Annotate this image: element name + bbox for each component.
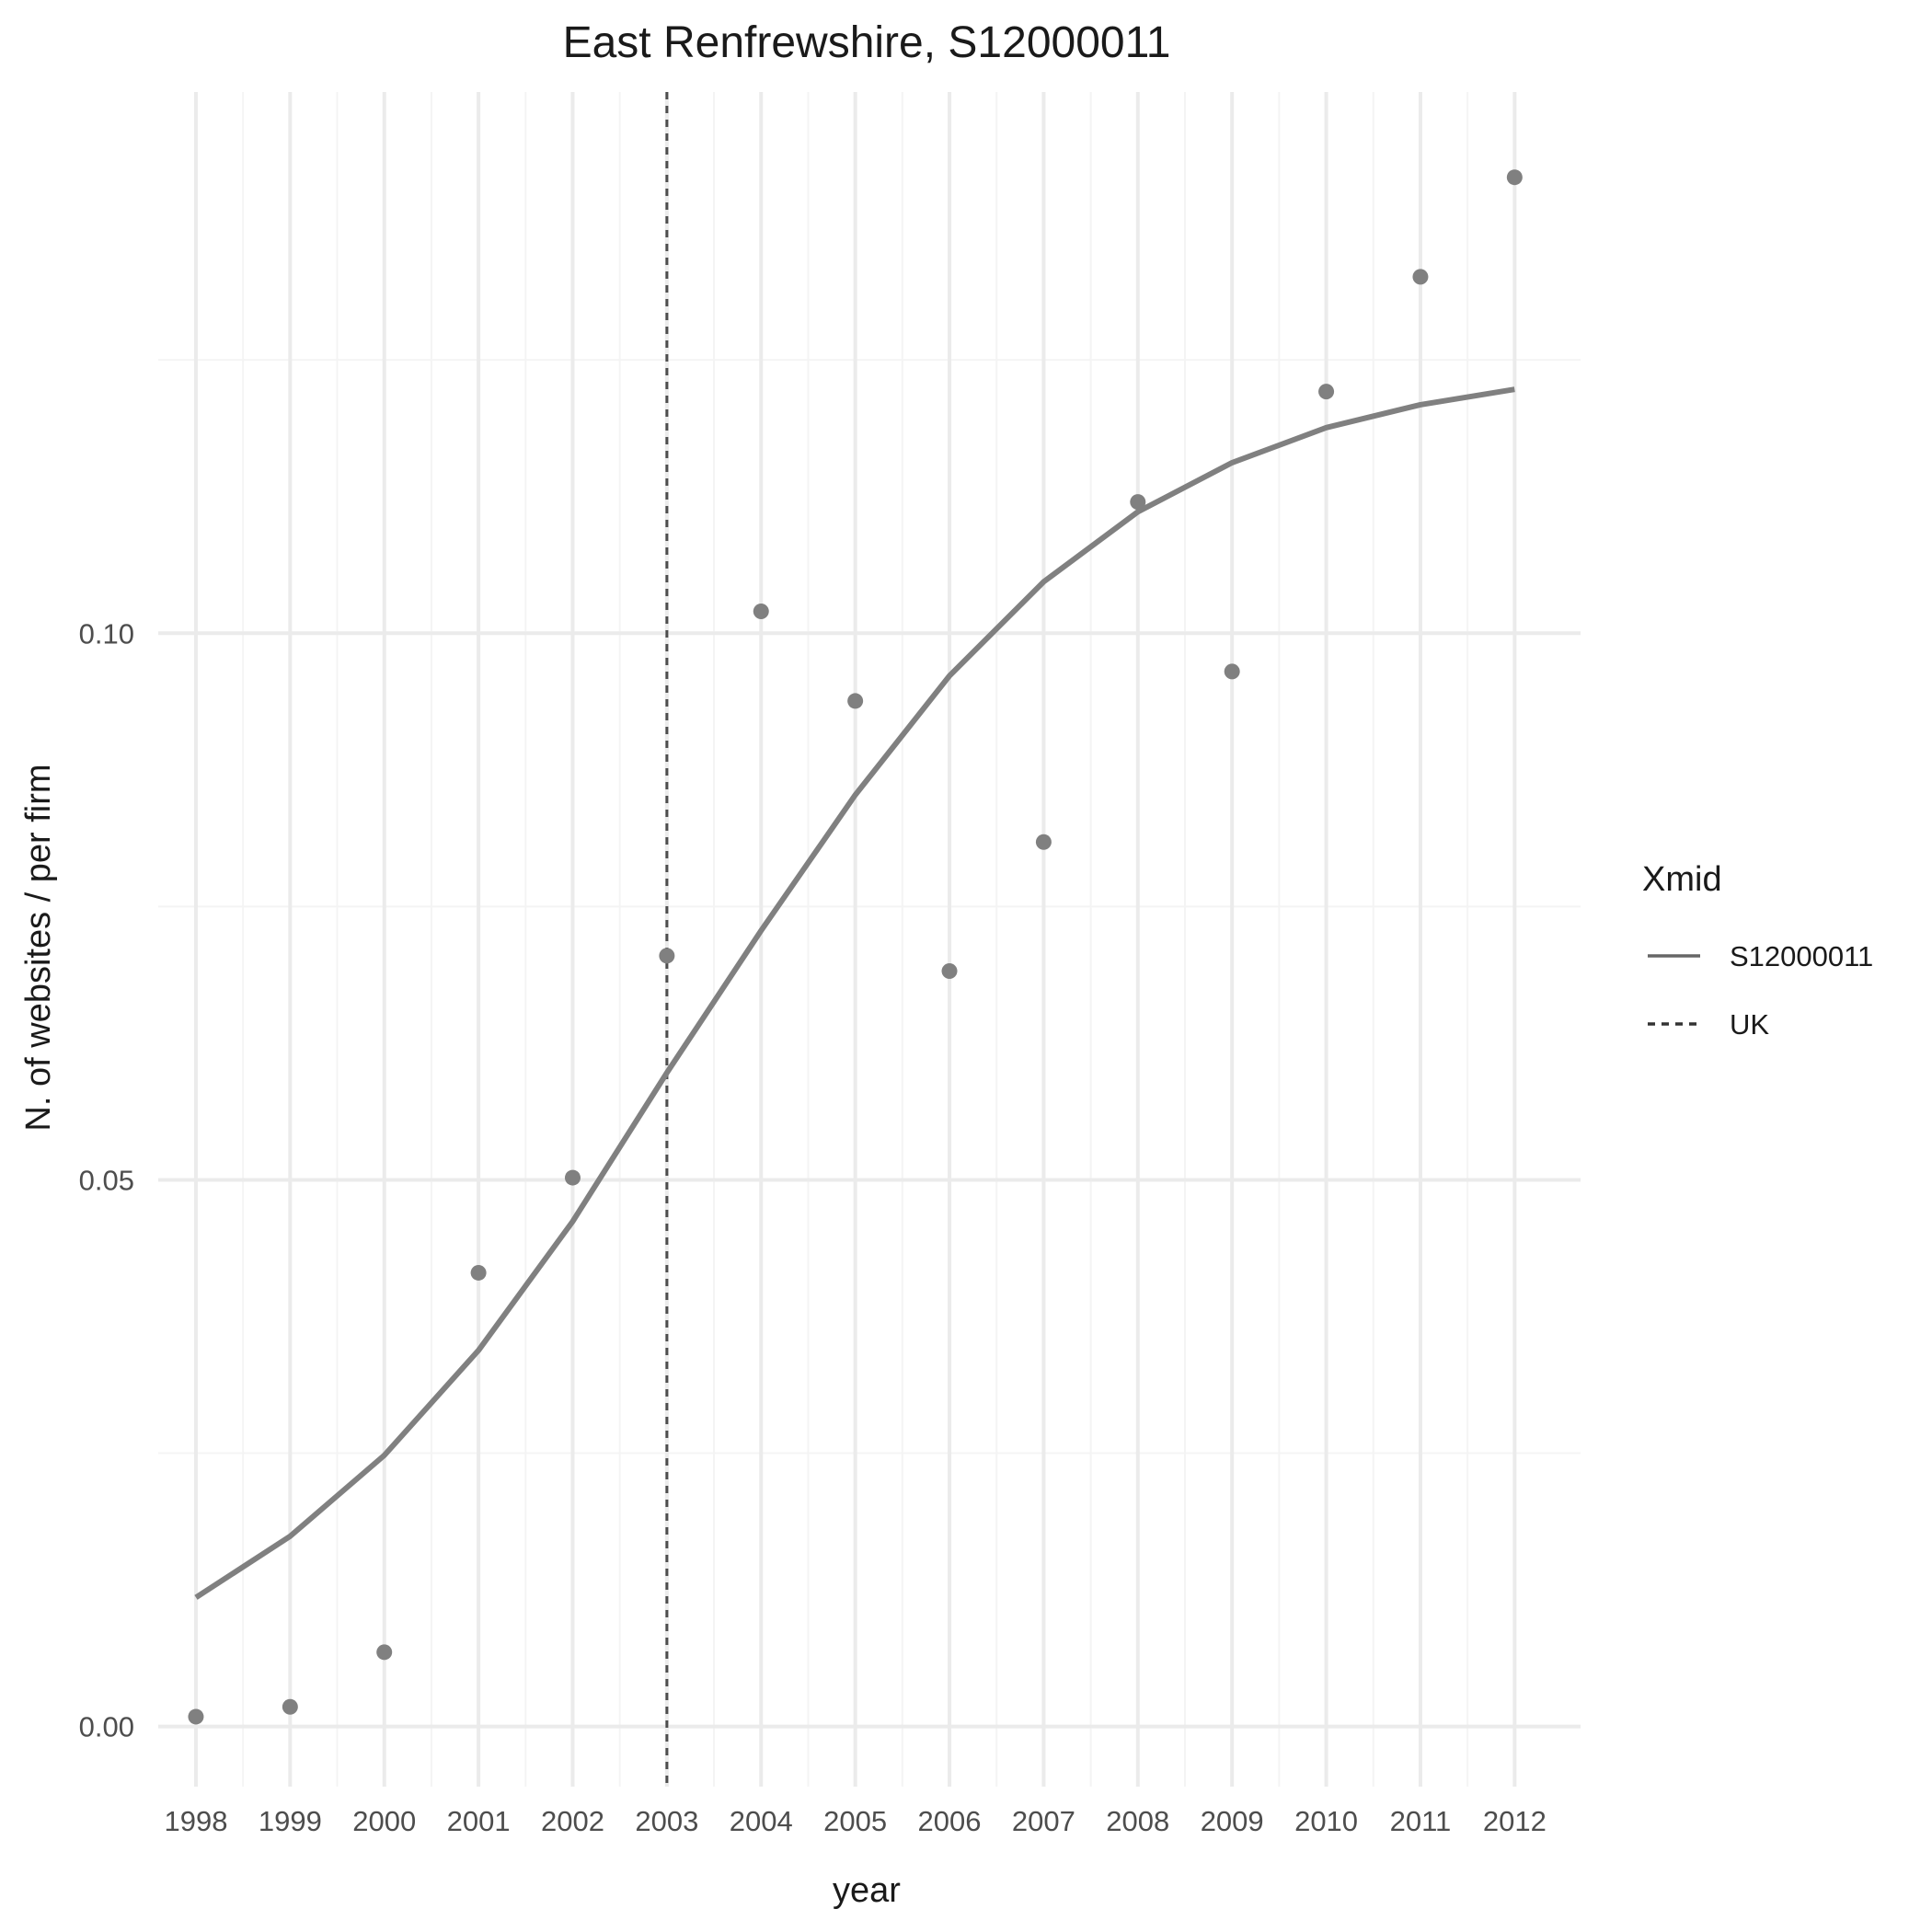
x-tick-label: 1998 <box>164 1805 227 1837</box>
x-tick-label: 2010 <box>1294 1805 1358 1837</box>
tick-labels-layer: 1998 1999 2000 2001 2002 2003 2004 2005 2006 2007… <box>79 617 1547 1837</box>
x-tick-label: 1999 <box>259 1805 322 1837</box>
y-tick-label: 0.00 <box>79 1711 134 1743</box>
x-tick-label: 2004 <box>730 1805 793 1837</box>
legend-entry-label: UK <box>1730 1008 1769 1041</box>
data-point <box>1130 494 1146 511</box>
y-tick-label: 0.10 <box>79 617 134 650</box>
x-tick-label: 2012 <box>1483 1805 1547 1837</box>
data-point <box>847 693 864 709</box>
x-axis-title: year <box>833 1871 901 1910</box>
legend-entry-label: S12000011 <box>1730 940 1873 972</box>
x-tick-label: 2011 <box>1390 1805 1452 1837</box>
legend: Xmid S12000011 UK <box>1642 860 1873 1041</box>
x-tick-label: 2000 <box>352 1805 416 1837</box>
x-tick-label: 2001 <box>447 1805 511 1837</box>
data-point <box>470 1264 487 1281</box>
chart-title: East Renfrewshire, S12000011 <box>563 18 1171 67</box>
x-tick-label: 2003 <box>635 1805 698 1837</box>
grid-layer <box>158 92 1581 1787</box>
data-point <box>564 1169 581 1186</box>
x-tick-label: 2009 <box>1201 1805 1264 1837</box>
y-axis-title: N. of websites / per firm <box>19 764 58 1131</box>
legend-entries: S12000011 UK <box>1648 940 1873 1041</box>
data-point <box>753 603 769 619</box>
data-point <box>1318 384 1335 400</box>
data-point <box>1412 269 1429 285</box>
x-tick-label: 2006 <box>918 1805 982 1837</box>
data-point <box>376 1644 393 1661</box>
legend-title: Xmid <box>1642 860 1722 899</box>
data-point <box>941 962 958 979</box>
data-point <box>1035 834 1052 850</box>
y-tick-label: 0.05 <box>79 1164 134 1196</box>
x-tick-label: 2002 <box>541 1805 604 1837</box>
data-point <box>282 1698 298 1715</box>
data-point <box>659 948 675 964</box>
x-tick-label: 2008 <box>1106 1805 1169 1837</box>
x-tick-label: 2007 <box>1012 1805 1075 1837</box>
x-tick-label: 2005 <box>823 1805 887 1837</box>
series-line-S12000011 <box>194 386 1515 1600</box>
series-layer <box>188 169 1523 1725</box>
data-point <box>188 1708 204 1725</box>
data-point <box>1506 169 1523 186</box>
data-point <box>1224 663 1240 680</box>
